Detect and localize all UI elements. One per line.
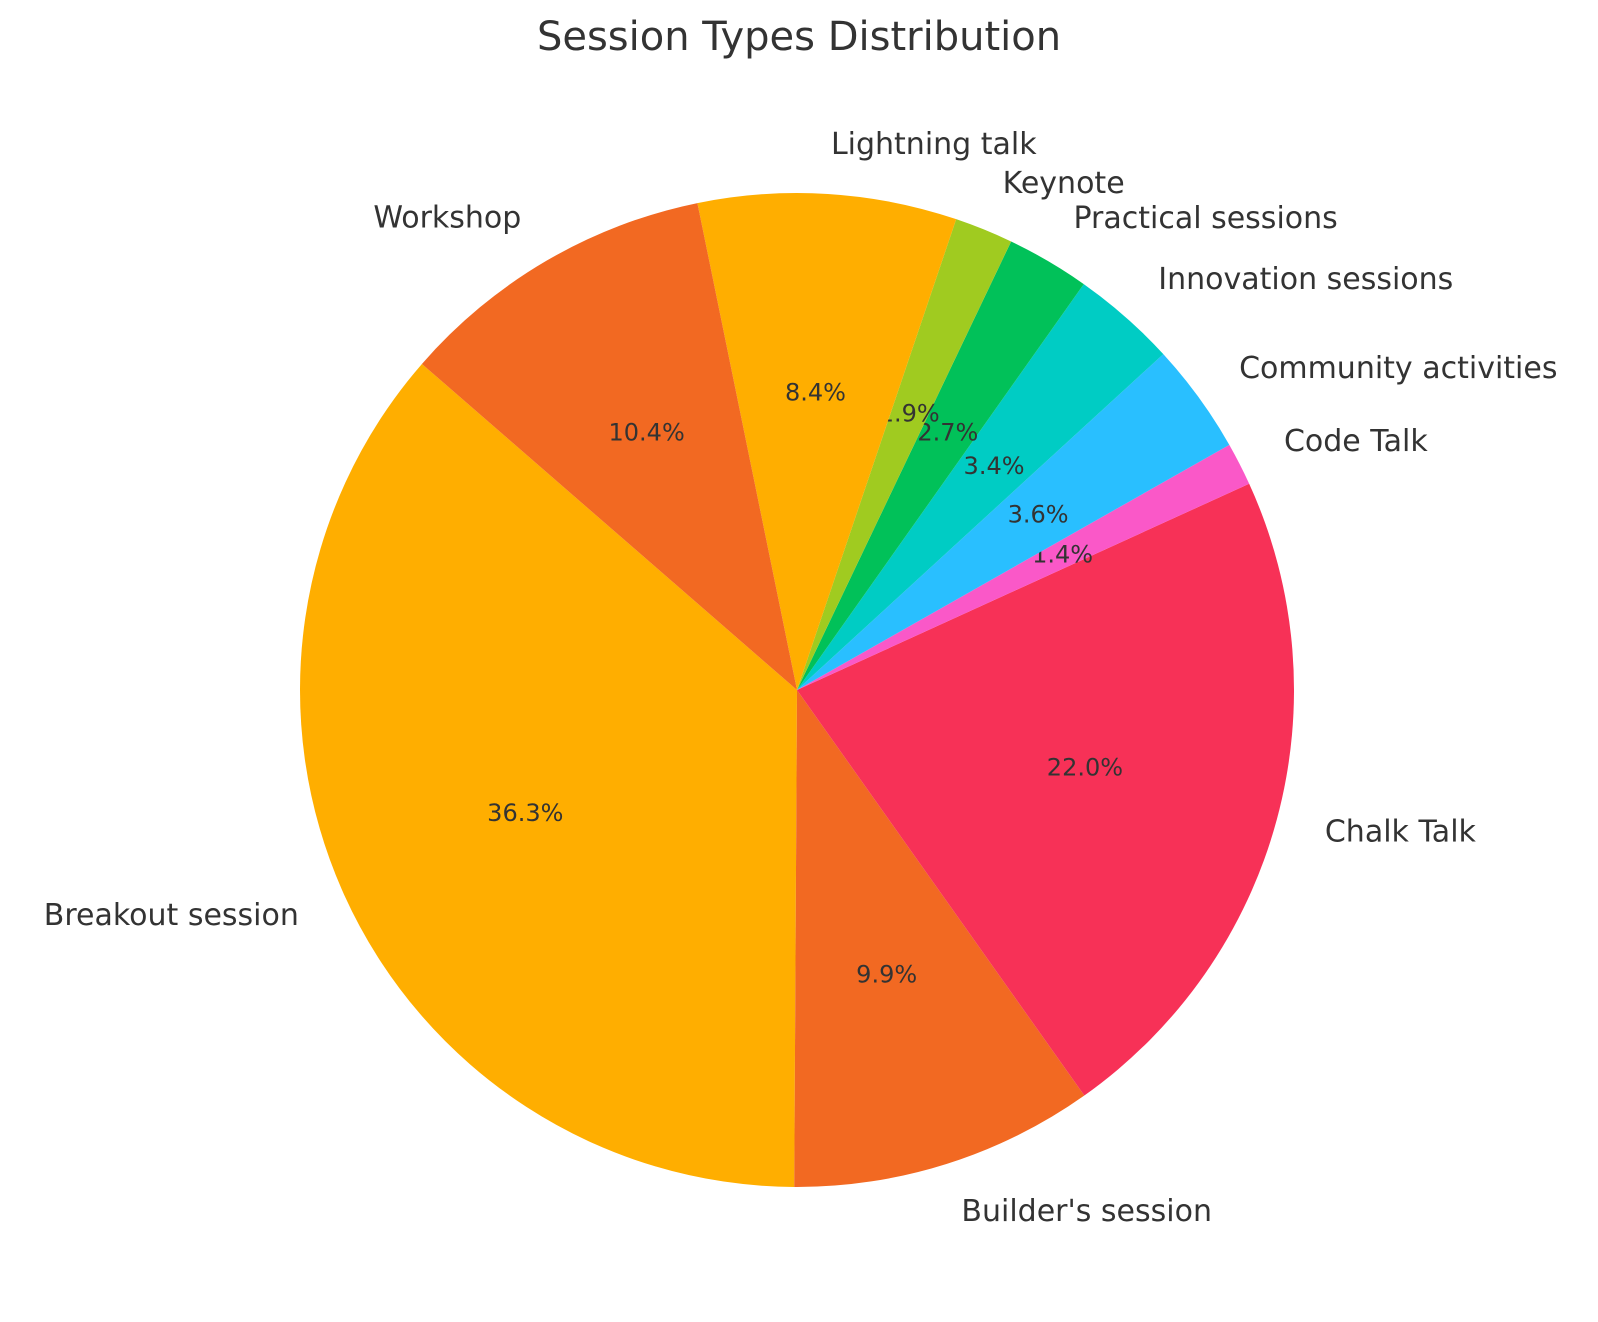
slice-category-label: Breakout session [44,898,299,933]
slice-category-label: Practical sessions [1073,201,1337,236]
slice-category-label: Lightning talk [831,127,1037,162]
slice-category-label: Keynote [1003,166,1125,201]
slice-percent-label: 10.4% [609,418,685,446]
slice-percent-label: 2.7% [917,419,978,447]
pie-slice [797,219,1012,690]
slice-category-label: Chalk Talk [1325,815,1477,850]
slice-category-label: Innovation sessions [1158,262,1453,297]
slice-category-label: Community activities [1239,351,1557,386]
slice-percent-label: 3.4% [964,452,1025,480]
slice-category-label: Code Talk [1284,424,1428,459]
slice-category-label: Builder's session [961,1194,1212,1229]
pie-slice [797,284,1164,690]
slice-percent-label: 22.0% [1047,754,1123,782]
slice-percent-label: 9.9% [856,960,917,988]
pie-slice [797,241,1084,691]
slice-category-label: Workshop [373,200,521,235]
pie-slice [797,444,1250,690]
pie-slice [794,690,1085,1187]
slice-percent-label: 8.4% [785,378,846,406]
slice-percent-label: 3.6% [1008,501,1069,529]
chart-title: Session Types Distribution [536,14,1062,60]
pie-slice [797,354,1230,690]
pie-slice [421,203,797,690]
pie-slice [797,483,1294,1096]
slice-percent-label: 36.3% [487,799,563,827]
pie-slice [697,193,957,691]
pie-slice [300,363,797,1187]
